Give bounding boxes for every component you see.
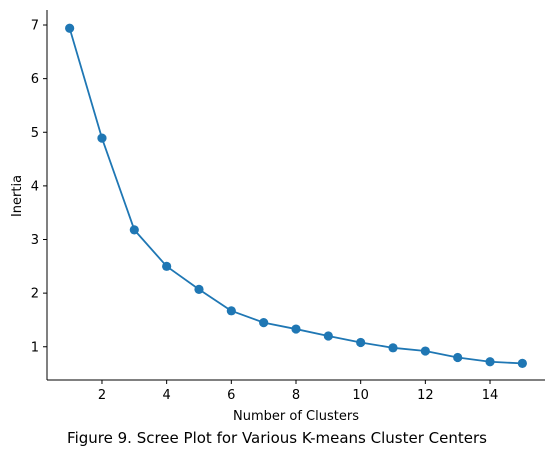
y-tick-label: 6 <box>31 72 39 87</box>
data-point <box>420 346 430 356</box>
data-point <box>129 225 139 235</box>
x-tick-label: 14 <box>482 388 499 403</box>
data-point <box>356 337 366 348</box>
series-line <box>68 27 523 365</box>
data-point <box>194 284 204 294</box>
y-tick-label: 3 <box>31 233 39 248</box>
y-tick-label: 1 <box>31 340 39 355</box>
y-tick-label: 7 <box>31 19 39 34</box>
x-tick-label: 4 <box>163 388 171 403</box>
y-axis-label: Inertia <box>10 175 25 217</box>
x-tick-label: 2 <box>98 388 106 403</box>
y-tick-label: 5 <box>31 126 39 141</box>
data-point <box>453 352 463 363</box>
y-tick-label: 2 <box>31 287 39 302</box>
data-point <box>388 343 398 353</box>
data-point <box>323 331 333 341</box>
x-tick-label: 12 <box>417 388 434 403</box>
data-point <box>291 324 301 334</box>
x-tick-label: 10 <box>352 388 369 403</box>
data-point <box>162 261 172 271</box>
data-point <box>259 318 269 328</box>
x-axis-label: Number of Clusters <box>233 409 359 424</box>
x-tick-label: 6 <box>227 388 235 403</box>
figure-caption: Figure 9. Scree Plot for Various K-means… <box>67 429 487 447</box>
plot-area <box>65 23 527 368</box>
data-point <box>517 358 527 368</box>
data-point <box>65 23 75 33</box>
y-tick-label: 4 <box>31 179 39 194</box>
data-point <box>97 133 107 143</box>
x-tick-label: 8 <box>292 388 300 403</box>
data-point <box>226 306 236 316</box>
data-point <box>485 357 495 367</box>
